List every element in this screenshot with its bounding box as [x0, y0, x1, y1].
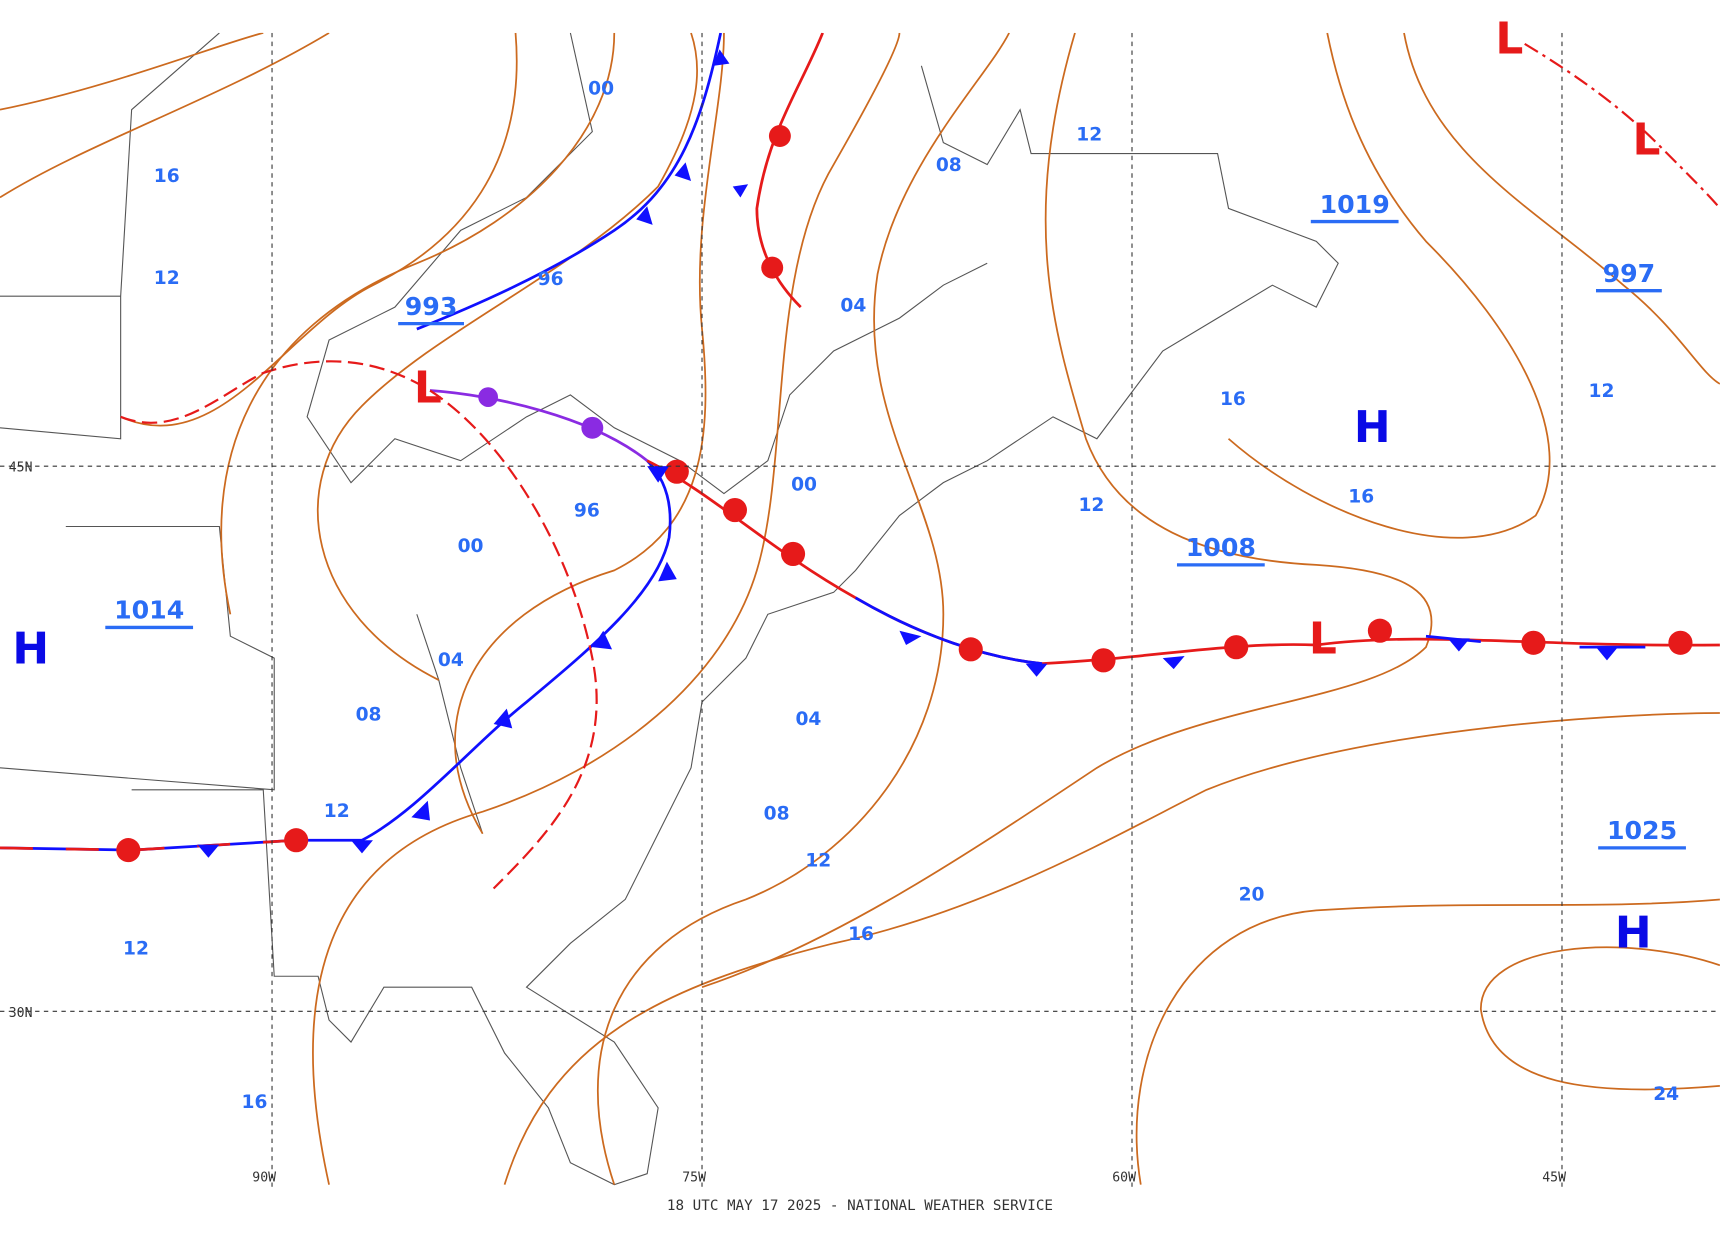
footer: 18 UTC MAY 17 2025 - NATIONAL WEATHER SE… — [667, 1198, 1053, 1214]
isobar-label: 12 — [805, 851, 831, 872]
isobar-label: 00 — [791, 474, 817, 495]
centers: H H H L L L L — [12, 14, 1660, 959]
isobar-label: 12 — [154, 268, 180, 289]
high-center: H — [1354, 402, 1391, 453]
pressure-label: 1019 — [1320, 190, 1390, 219]
low-center: L — [414, 362, 442, 413]
lon-label: 45W — [1542, 1170, 1566, 1185]
pressure-label: 993 — [405, 292, 458, 321]
high-center: H — [12, 624, 49, 675]
lon-label: 75W — [682, 1170, 706, 1185]
isobar-label: 12 — [324, 801, 350, 822]
isobar-labels: 00 96 04 08 12 16 12 00 96 00 12 16 16 12 04 08 04 12 08 12… — [123, 78, 1679, 1113]
isobar-label: 12 — [1589, 381, 1615, 402]
isobar-label: 12 — [1078, 495, 1104, 516]
lon-label: 60W — [1112, 1170, 1136, 1185]
lat-label: 30N — [9, 1006, 33, 1021]
lon-label: 90W — [252, 1170, 276, 1185]
underlines — [105, 219, 1686, 850]
isobar-label: 04 — [840, 296, 866, 317]
isobar-label: 16 — [848, 924, 874, 945]
isobar-label: 96 — [538, 269, 564, 290]
coastlines — [0, 32, 1339, 1186]
pressure-label: 1014 — [114, 596, 184, 625]
low-center: L — [1632, 115, 1660, 166]
map-layer: 45N 30N 90W 75W 60W 45W 1019 997 993 101… — [0, 14, 1720, 1214]
low-center: L — [1309, 614, 1337, 665]
high-center: H — [1615, 908, 1652, 959]
pressure-label: 1025 — [1607, 816, 1677, 845]
isobar-label: 08 — [936, 155, 962, 176]
isobar-label: 12 — [123, 938, 149, 959]
fronts — [0, 32, 1720, 890]
pressure-label: 1008 — [1186, 533, 1256, 562]
pressure-labels: 1019 997 993 1014 1008 1025 — [105, 190, 1686, 850]
grid — [0, 32, 1720, 1187]
grid-labels: 45N 30N 90W 75W 60W 45W — [9, 461, 1566, 1186]
isobars — [0, 32, 1720, 1185]
lat-label: 45N — [9, 461, 33, 476]
isobar-label: 00 — [588, 78, 614, 99]
low-center: L — [1495, 14, 1523, 65]
isobar-label: 16 — [242, 1092, 268, 1113]
isobar-label: 08 — [764, 803, 790, 824]
map-area — [0, 32, 1720, 1187]
isobar-label: 96 — [574, 501, 600, 522]
isobar-label: 04 — [795, 709, 821, 730]
isobar-label: 12 — [1076, 124, 1102, 145]
isobar-label: 04 — [438, 650, 464, 671]
isobar-label: 16 — [1220, 389, 1246, 410]
isobar-label: 16 — [1348, 486, 1374, 507]
isobar-label: 20 — [1239, 885, 1265, 906]
isobar-label: 16 — [154, 166, 180, 187]
isobar-label: 00 — [458, 536, 484, 557]
isobar-label: 08 — [356, 705, 382, 726]
pressure-label: 997 — [1603, 259, 1656, 288]
isobar-label: 24 — [1653, 1084, 1679, 1105]
